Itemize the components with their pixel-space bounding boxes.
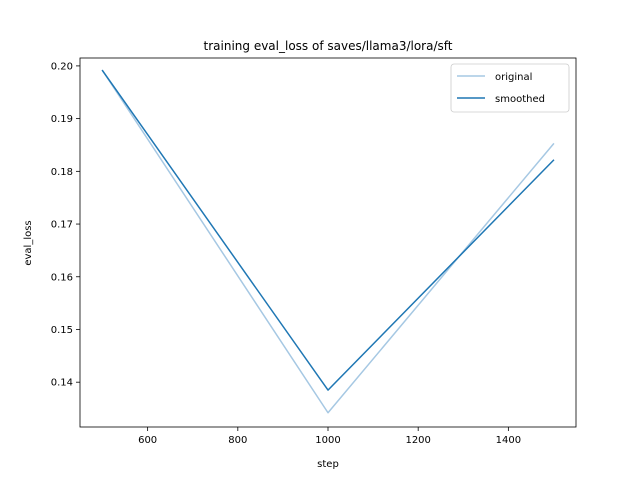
x-tick-label: 1400 <box>496 435 521 446</box>
y-tick-label: 0.14 <box>51 378 73 389</box>
y-tick-label: 0.18 <box>51 167 73 178</box>
x-tick-label: 600 <box>138 435 157 446</box>
y-tick-label: 0.19 <box>51 114 73 125</box>
plot-area <box>101 69 555 414</box>
legend-label-smoothed: smoothed <box>495 94 545 105</box>
series-line-original <box>101 69 555 414</box>
axis-ticks: 600 800 1000 1200 1400 0.14 0.15 0.16 0.17 0.18 0.… <box>51 61 521 446</box>
x-tick-label: 1000 <box>315 435 340 446</box>
series-line-smoothed <box>101 69 555 391</box>
legend-label-original: original <box>495 72 532 83</box>
axes-frame <box>79 57 577 428</box>
y-axis-label: eval_loss <box>23 220 34 265</box>
y-tick-label: 0.15 <box>51 325 73 336</box>
y-tick-label: 0.17 <box>51 220 73 231</box>
x-tick-label: 1200 <box>405 435 430 446</box>
chart-title: training eval_loss of saves/llama3/lora/… <box>204 39 453 53</box>
x-tick-label: 800 <box>228 435 247 446</box>
y-tick-label: 0.20 <box>51 61 73 72</box>
legend: original smoothed <box>450 63 570 113</box>
x-axis-label: step <box>317 459 339 470</box>
y-tick-label: 0.16 <box>51 272 73 283</box>
